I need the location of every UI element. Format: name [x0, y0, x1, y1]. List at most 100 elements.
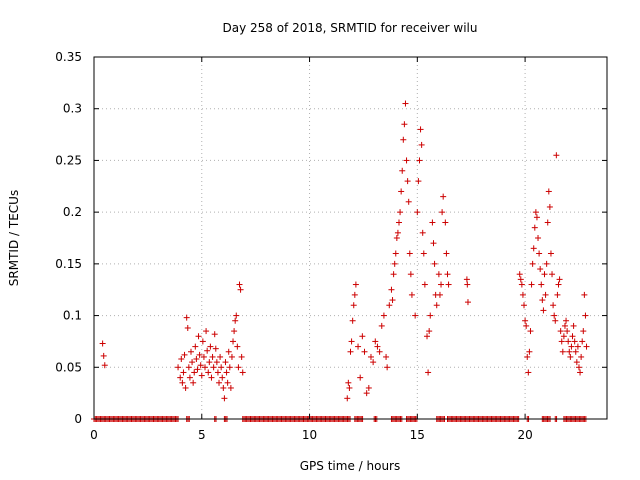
data-point [238, 353, 245, 360]
data-point [527, 328, 534, 335]
data-point [349, 317, 356, 324]
data-point [345, 379, 352, 386]
data-point [367, 353, 374, 360]
data-point [178, 356, 185, 363]
data-point [223, 369, 230, 376]
data-point [219, 374, 226, 381]
data-point [546, 203, 553, 210]
data-point [236, 281, 243, 288]
data-point [195, 333, 202, 340]
data-point [566, 348, 573, 355]
data-point [522, 317, 529, 324]
x-tick-label: 10 [302, 428, 317, 442]
data-point [231, 328, 238, 335]
data-point [374, 343, 381, 350]
data-point [558, 338, 565, 345]
data-point [205, 369, 212, 376]
chart-title: Day 258 of 2018, SRMTID for receiver wil… [222, 21, 477, 35]
data-point [559, 348, 566, 355]
data-point [577, 369, 584, 376]
data-point [391, 260, 398, 267]
data-point [523, 322, 530, 329]
x-tick-label: 15 [410, 428, 425, 442]
data-point [414, 209, 421, 216]
data-point [350, 302, 357, 309]
data-point [190, 379, 197, 386]
data-point [560, 333, 567, 340]
data-point [187, 348, 194, 355]
data-point [230, 338, 237, 345]
data-point [388, 286, 395, 293]
data-point [355, 343, 362, 350]
data-point [209, 353, 216, 360]
data-series [91, 100, 590, 422]
data-point [425, 369, 432, 376]
data-point [418, 141, 425, 148]
data-point [372, 338, 379, 345]
y-axis-label: SRMTID / TECUs [7, 190, 21, 286]
data-point [529, 260, 536, 267]
data-point [177, 374, 184, 381]
data-point [183, 314, 190, 321]
y-tick-label: 0.05 [55, 360, 82, 374]
data-point [431, 260, 438, 267]
data-point [578, 353, 585, 360]
data-point [531, 224, 538, 231]
data-point [544, 219, 551, 226]
x-tick-label: 0 [90, 428, 98, 442]
data-point [235, 364, 242, 371]
data-point [179, 379, 186, 386]
data-point [533, 214, 540, 221]
data-point [549, 271, 556, 278]
data-point [361, 348, 368, 355]
data-point [184, 324, 191, 331]
data-point [175, 364, 182, 371]
data-point [568, 343, 575, 350]
data-point [370, 359, 377, 366]
data-point [407, 271, 414, 278]
data-point [100, 352, 107, 359]
data-point [347, 348, 354, 355]
data-point [181, 351, 188, 358]
data-point [224, 379, 231, 386]
data-point [567, 353, 574, 360]
data-point [200, 353, 207, 360]
data-point [464, 299, 471, 306]
data-point [344, 395, 351, 402]
data-point [580, 328, 587, 335]
data-point [207, 343, 214, 350]
data-point [555, 281, 562, 288]
data-point [227, 384, 234, 391]
data-point [383, 353, 390, 360]
data-point [557, 328, 564, 335]
data-point [386, 302, 393, 309]
data-point [518, 281, 525, 288]
data-point [217, 353, 224, 360]
data-point [573, 359, 580, 366]
data-point [365, 384, 372, 391]
data-point [570, 322, 577, 329]
data-point [427, 312, 434, 319]
data-point [380, 312, 387, 319]
data-point [539, 297, 546, 304]
data-point [417, 126, 424, 133]
data-point [213, 359, 220, 366]
data-point [551, 312, 558, 319]
data-point [194, 366, 201, 373]
data-point [239, 369, 246, 376]
data-point [182, 384, 189, 391]
data-point [99, 340, 106, 347]
data-point [378, 322, 385, 329]
data-point [574, 343, 581, 350]
data-point [415, 178, 422, 185]
data-point [225, 348, 232, 355]
data-point [406, 250, 413, 257]
data-point [516, 271, 523, 278]
data-point [203, 328, 210, 335]
data-point [214, 369, 221, 376]
data-point [436, 291, 443, 298]
data-point [232, 317, 239, 324]
x-tick-label: 20 [517, 428, 532, 442]
data-point [536, 250, 543, 257]
